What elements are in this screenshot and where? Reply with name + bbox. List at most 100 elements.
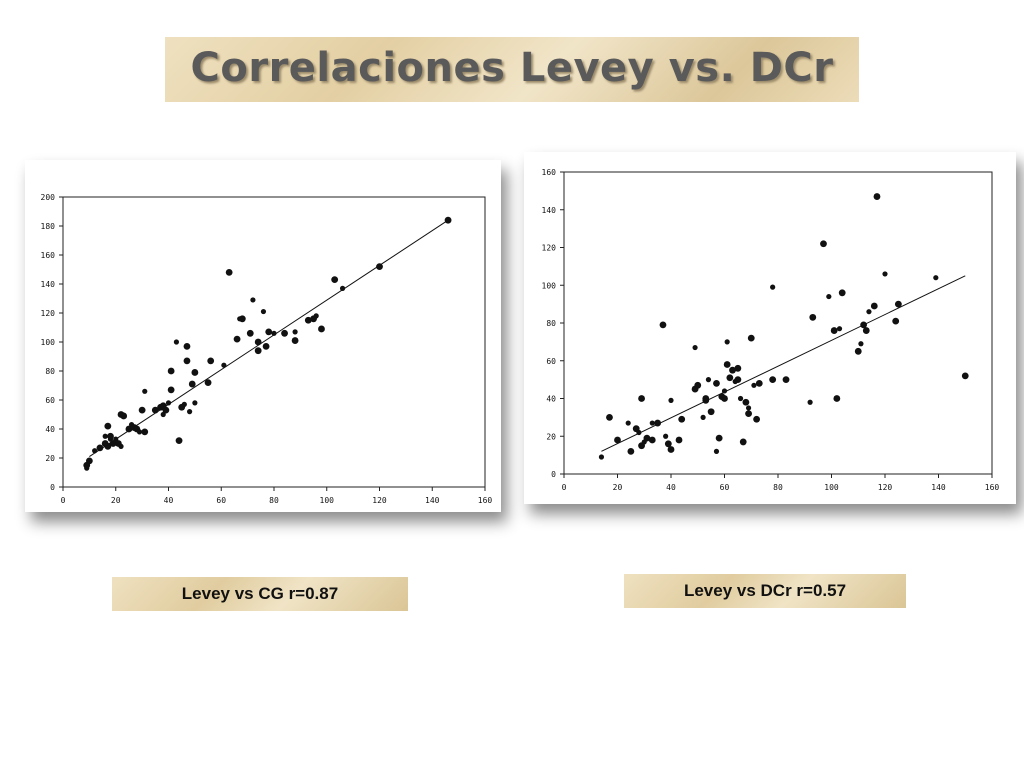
x-tick-label: 40 xyxy=(666,483,676,492)
x-tick-label: 0 xyxy=(562,483,567,492)
y-tick-label: 120 xyxy=(41,309,56,318)
data-point xyxy=(207,357,215,365)
data-point xyxy=(882,271,888,277)
y-tick-label: 20 xyxy=(45,454,55,463)
data-point xyxy=(598,454,605,460)
x-tick-label: 140 xyxy=(931,483,946,492)
y-tick-label: 80 xyxy=(45,367,55,376)
data-point xyxy=(444,216,452,224)
data-point xyxy=(162,406,170,414)
data-point xyxy=(667,446,675,453)
data-point xyxy=(838,289,846,297)
data-point xyxy=(109,440,117,447)
data-point xyxy=(809,313,817,321)
data-point xyxy=(702,395,710,402)
data-point xyxy=(120,412,128,420)
data-point xyxy=(836,326,843,332)
data-point xyxy=(745,410,752,417)
data-point xyxy=(894,300,902,308)
data-point xyxy=(246,329,254,337)
data-point xyxy=(734,376,742,384)
data-point xyxy=(102,433,108,439)
data-point xyxy=(638,395,645,402)
data-point xyxy=(104,422,112,430)
x-tick-label: 100 xyxy=(824,483,839,492)
data-point xyxy=(654,419,662,427)
data-point xyxy=(175,437,183,444)
data-point xyxy=(648,436,656,444)
trend-line xyxy=(601,275,966,452)
data-point xyxy=(933,275,939,281)
data-point xyxy=(715,434,723,442)
data-point xyxy=(826,293,832,300)
y-tick-label: 100 xyxy=(41,338,56,347)
data-point xyxy=(173,339,180,345)
y-tick-label: 160 xyxy=(41,251,56,260)
y-tick-label: 60 xyxy=(45,396,55,405)
data-point xyxy=(707,408,715,416)
data-point xyxy=(291,337,299,344)
data-point xyxy=(873,193,881,200)
data-point xyxy=(636,429,642,436)
x-tick-label: 80 xyxy=(269,496,279,505)
data-point xyxy=(862,327,870,334)
data-point xyxy=(292,329,298,335)
data-point xyxy=(721,395,728,402)
slide-title: Correlaciones Levey vs. DCr xyxy=(190,45,834,91)
data-point xyxy=(770,284,776,290)
x-tick-label: 40 xyxy=(164,496,174,505)
data-point xyxy=(142,388,148,394)
x-tick-label: 120 xyxy=(372,496,387,505)
data-point xyxy=(376,263,383,270)
data-point xyxy=(668,397,674,403)
data-point xyxy=(742,398,750,406)
data-point xyxy=(724,339,730,345)
data-point xyxy=(627,447,635,455)
data-point xyxy=(331,276,339,284)
data-point xyxy=(136,429,143,435)
data-point xyxy=(625,420,631,426)
data-point xyxy=(713,380,720,387)
y-tick-label: 200 xyxy=(41,193,56,202)
caption-levey-vs-cg: Levey vs CG r=0.87 xyxy=(112,577,408,611)
y-tick-label: 80 xyxy=(546,319,556,328)
x-tick-label: 160 xyxy=(985,483,1000,492)
data-point xyxy=(138,406,146,414)
data-point xyxy=(860,321,867,329)
data-point xyxy=(747,334,755,342)
data-point xyxy=(737,395,744,402)
x-tick-label: 140 xyxy=(425,496,440,505)
data-point xyxy=(254,347,262,355)
x-tick-label: 20 xyxy=(613,483,623,492)
data-point xyxy=(183,357,191,365)
plot-frame xyxy=(563,171,993,475)
data-point xyxy=(318,325,325,333)
data-point xyxy=(692,344,698,351)
x-tick-label: 80 xyxy=(773,483,783,492)
data-point xyxy=(238,315,246,323)
data-point xyxy=(700,414,706,420)
data-point xyxy=(204,379,212,386)
chart-panel-levey-vs-dcr: 0 20 40 60 80 100 120 140 160 0 20 40 60 80 100 120 140 1… xyxy=(524,152,1016,504)
data-point xyxy=(260,308,267,315)
data-point xyxy=(892,317,900,325)
data-point xyxy=(125,425,133,433)
data-point xyxy=(721,388,728,394)
data-point xyxy=(961,372,969,380)
data-point xyxy=(870,302,878,310)
data-point xyxy=(191,369,199,376)
x-tick-label: 20 xyxy=(111,496,121,505)
x-tick-label: 0 xyxy=(61,496,66,505)
x-tick-label: 120 xyxy=(878,483,893,492)
data-point xyxy=(250,297,256,303)
data-point xyxy=(705,377,712,383)
x-tick-label: 100 xyxy=(320,496,335,505)
data-point xyxy=(107,432,114,440)
data-point xyxy=(614,436,621,444)
data-point xyxy=(167,386,175,394)
data-point xyxy=(313,313,319,319)
y-tick-label: 140 xyxy=(41,280,56,289)
plot-frame xyxy=(62,196,486,488)
chart-panel-levey-vs-cg: 0 20 40 60 80 100 120 140 160 0 20 40 60 80 100 120 140 1… xyxy=(25,160,501,512)
data-point xyxy=(262,342,270,350)
